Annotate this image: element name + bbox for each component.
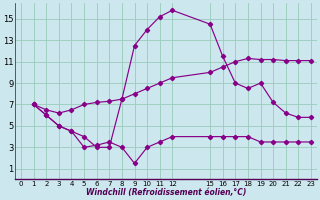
X-axis label: Windchill (Refroidissement éolien,°C): Windchill (Refroidissement éolien,°C) — [86, 188, 246, 197]
